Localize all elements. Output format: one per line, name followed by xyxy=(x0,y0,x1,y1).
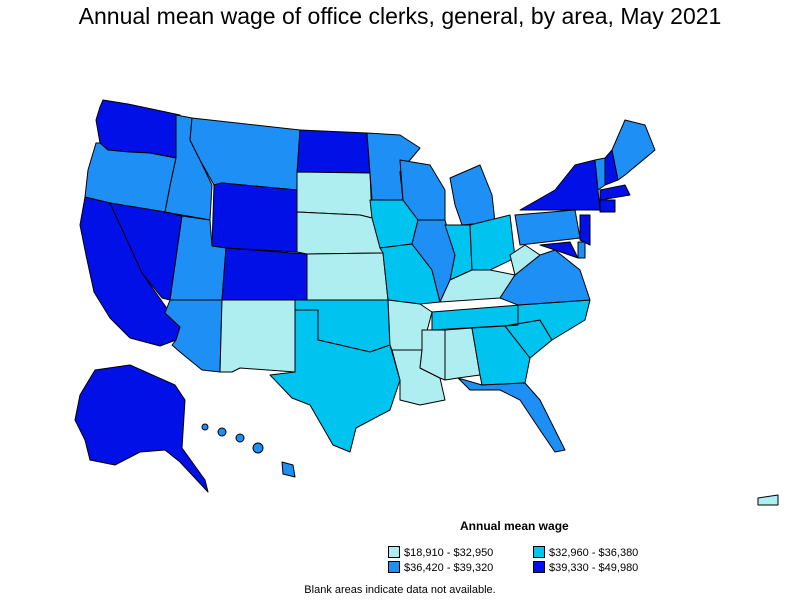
footnote: Blank areas indicate data not available. xyxy=(304,584,496,596)
legend-swatch xyxy=(388,561,400,573)
hawaii-island-2 xyxy=(217,427,227,437)
state-pa xyxy=(514,209,581,246)
state-ky xyxy=(439,269,516,303)
state-ct xyxy=(599,199,616,213)
legend-item: $18,910 - $32,950 xyxy=(388,546,493,560)
state-nj xyxy=(579,214,591,246)
state-tx xyxy=(269,309,401,453)
state-ks xyxy=(306,252,389,301)
state-al xyxy=(444,327,481,381)
legend-item: $36,420 - $39,320 xyxy=(388,561,493,575)
state-nd xyxy=(296,129,371,174)
hawaii-island-1 xyxy=(201,423,209,431)
state-wy xyxy=(211,182,298,253)
legend-swatch xyxy=(533,561,545,573)
state-me xyxy=(611,119,656,181)
state-de xyxy=(577,241,586,259)
state-ny xyxy=(519,159,601,211)
map-title: Annual mean wage of office clerks, gener… xyxy=(78,3,722,29)
state-co xyxy=(221,247,308,301)
state-nm xyxy=(219,299,296,373)
state-ak xyxy=(74,364,209,493)
state-pr xyxy=(757,494,779,506)
state-wv xyxy=(509,244,541,276)
state-sd xyxy=(296,171,373,219)
state-ne xyxy=(296,211,384,255)
state-fl xyxy=(457,377,566,453)
legend-swatch xyxy=(388,546,400,558)
hawaii-island-4 xyxy=(252,442,264,454)
legend-label: $32,960 - $36,380 xyxy=(549,547,639,559)
legend-label: $36,420 - $39,320 xyxy=(404,562,494,574)
state-nc xyxy=(504,299,591,341)
hawaii-island-3 xyxy=(235,433,245,443)
legend-label: $39,330 - $49,980 xyxy=(549,562,639,574)
state-ma xyxy=(599,184,631,201)
state-hi xyxy=(281,461,296,478)
state-wa xyxy=(95,99,181,159)
state-mi xyxy=(449,164,496,226)
legend-label: $18,910 - $32,950 xyxy=(404,547,494,559)
legend-swatch xyxy=(533,546,545,558)
legend-title: Annual mean wage xyxy=(460,519,569,533)
legend-item: $32,960 - $36,380 xyxy=(533,546,638,560)
legend-item: $39,330 - $49,980 xyxy=(533,561,638,575)
state-oh xyxy=(469,214,516,271)
